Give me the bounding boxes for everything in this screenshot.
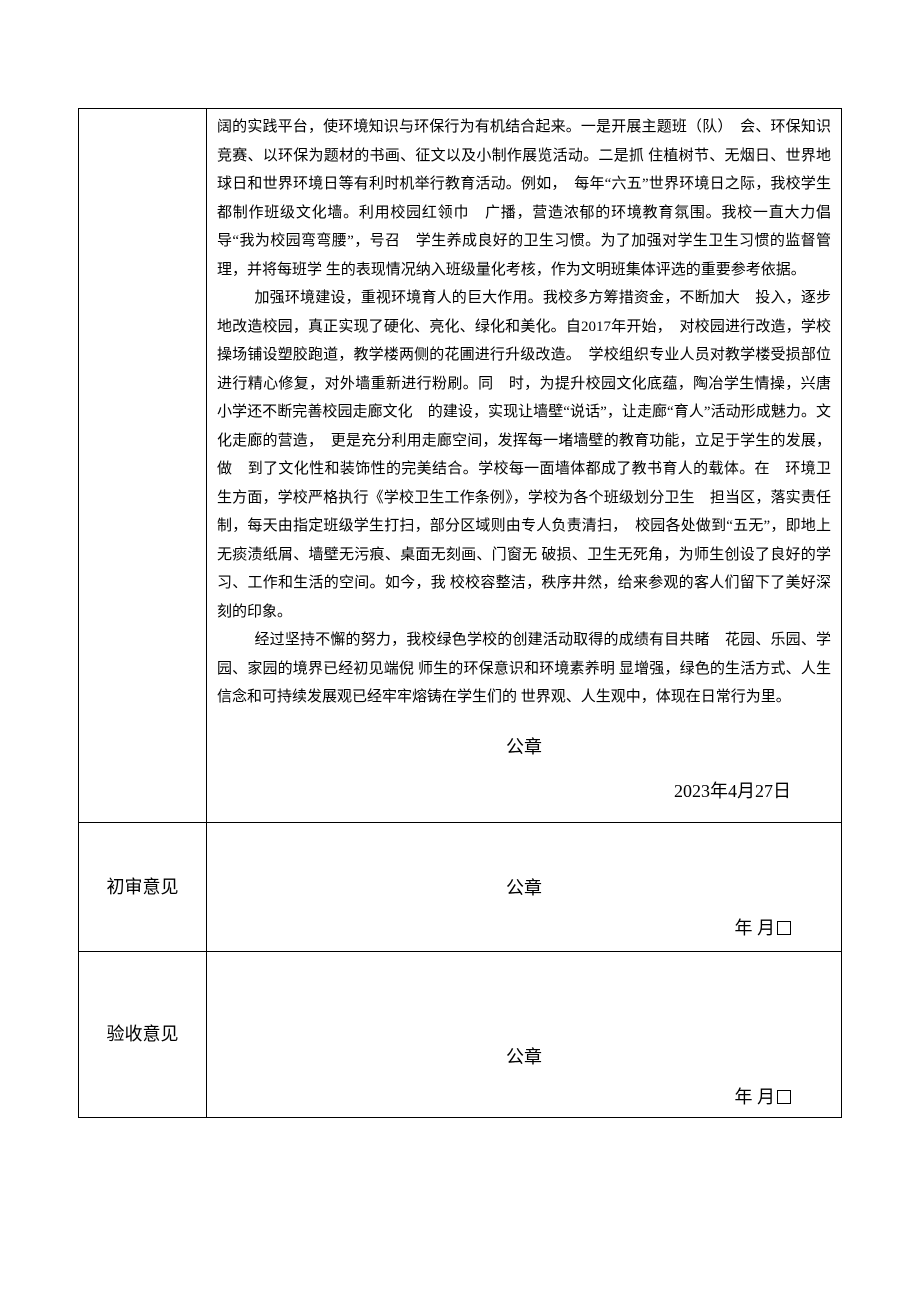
preliminary-review-row: 初审意见 公章 年 月: [79, 822, 842, 951]
date-blank: 年 月: [217, 1074, 831, 1116]
placeholder-box-icon: [777, 921, 791, 935]
preliminary-review-label: 初审意见: [79, 822, 207, 951]
paragraph-2: 加强环境建设，重视环境育人的巨大作用。我校多方筹措资金，不断加大 投入，逐步地改…: [217, 284, 831, 626]
acceptance-review-row: 验收意见 公章 年 月: [79, 952, 842, 1117]
content-row-body-cell: 阔的实践平台，使环境知识与环保行为有机结合起来。一是开展主题班（队） 会、环保知…: [207, 109, 842, 823]
seal-label: 公章: [217, 853, 831, 905]
date-prefix: 年 月: [735, 1087, 776, 1107]
acceptance-review-label: 验收意见: [79, 952, 207, 1117]
acceptance-review-body: 公章 年 月: [207, 952, 842, 1117]
content-row: 阔的实践平台，使环境知识与环保行为有机结合起来。一是开展主题班（队） 会、环保知…: [79, 109, 842, 823]
date-blank: 年 月: [217, 905, 831, 947]
approval-table: 阔的实践平台，使环境知识与环保行为有机结合起来。一是开展主题班（队） 会、环保知…: [78, 108, 842, 1118]
date-text: 2023年4月27日: [217, 764, 831, 814]
paragraph-1: 阔的实践平台，使环境知识与环保行为有机结合起来。一是开展主题班（队） 会、环保知…: [217, 113, 831, 284]
seal-label: 公章: [217, 1022, 831, 1074]
seal-label: 公章: [217, 712, 831, 764]
preliminary-review-body: 公章 年 月: [207, 822, 842, 951]
paragraph-3: 经过坚持不懈的努力，我校绿色学校的创建活动取得的成绩有目共睹 花园、乐园、学园、…: [217, 626, 831, 712]
date-prefix: 年 月: [735, 918, 776, 938]
content-row-label-cell: [79, 109, 207, 823]
placeholder-box-icon: [777, 1090, 791, 1104]
